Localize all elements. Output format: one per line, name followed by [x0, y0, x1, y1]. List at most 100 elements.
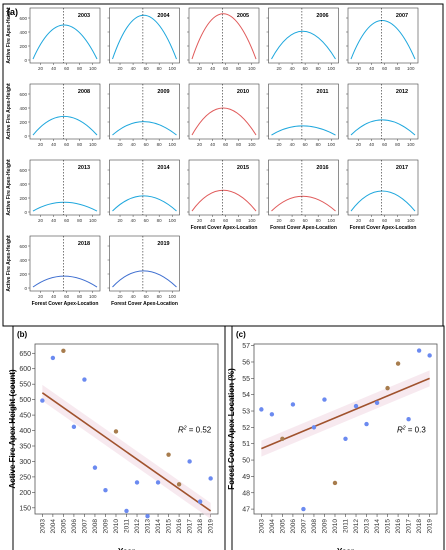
x-tick-label: 2018 [416, 519, 423, 534]
x-tick-label: 2004 [50, 519, 57, 534]
mini-y-tick-label: 200 [19, 120, 27, 125]
y-tick-label: 300 [19, 459, 31, 466]
mini-x-tick-label: 20 [197, 142, 203, 147]
mini-frame [29, 159, 101, 216]
mini-x-tick-label: 60 [382, 66, 388, 71]
mini-chart-2010: 20 40 60 80 100 2010 [187, 83, 260, 147]
mini-x-tick-label: 40 [210, 142, 216, 147]
y-tick-label: 450 [19, 413, 31, 420]
mini-year-label: 2004 [157, 13, 170, 19]
data-point-2015 [385, 385, 390, 391]
mini-x-tick-label: 20 [118, 294, 124, 299]
mini-x-tick-label: 60 [223, 66, 229, 71]
mini-x-tick-label: 100 [327, 142, 335, 147]
mini-curve-2005 [191, 13, 257, 60]
mini-x-tick-label: 20 [356, 142, 362, 147]
x-tick-label: 2018 [197, 519, 204, 534]
y-tick-label: 53 [242, 409, 250, 416]
data-point-2004 [50, 355, 56, 361]
x-tick-label: 2009 [102, 519, 109, 534]
mini-y-tick-label: 0 [24, 210, 27, 215]
mini-x-tick-label: 100 [168, 294, 176, 299]
mini-year-label: 2014 [157, 165, 170, 171]
mini-x-tick-label: 100 [327, 218, 335, 223]
mini-x-tick-label: 80 [316, 142, 322, 147]
data-point-2018 [197, 499, 203, 504]
mini-x-tick-label: 40 [131, 66, 137, 71]
r2-annotation: R2 = 0.3 [397, 425, 426, 434]
mini-y-tick-label: 400 [19, 182, 27, 187]
mini-year-label: 2009 [157, 89, 169, 95]
mini-x-tick-label: 80 [157, 218, 163, 223]
mini-x-tick-label: 80 [157, 66, 163, 71]
mini-year-label: 2019 [157, 241, 169, 247]
mini-y-tick-label: 600 [19, 16, 27, 21]
mini-x-tick-label: 40 [210, 66, 216, 71]
data-point-2012 [353, 403, 359, 409]
mini-x-tick-label: 100 [248, 66, 256, 71]
y-tick-label: 54 [242, 392, 250, 399]
data-point-2003 [40, 398, 45, 403]
panel-c-chart: (c) 47 48 49 50 51 52 53 54 55 56 57 2003 2004 2005 200… [227, 325, 445, 550]
mini-x-tick-label: 20 [197, 218, 203, 223]
mini-x-tick-label: 60 [64, 218, 70, 223]
mini-x-tick-label: 40 [51, 294, 57, 299]
mini-y-tick-label: 600 [19, 92, 27, 97]
mini-x-axis-label: Forest Cover Apex-Location [191, 225, 258, 231]
x-axis-title: Year [118, 547, 135, 550]
mini-year-label: 2016 [316, 165, 328, 171]
mini-x-tick-label: 40 [131, 142, 137, 147]
mini-frame [188, 159, 260, 216]
x-tick-label: 2009 [321, 519, 328, 534]
mini-curve-2015 [191, 189, 257, 212]
mini-y-axis-label: Active Fire Apex-Height [6, 159, 12, 216]
y-axis-title: Forest Cover Apex-Location (%) [227, 368, 236, 490]
mini-x-tick-label: 80 [316, 66, 322, 71]
mini-x-tick-label: 80 [236, 218, 242, 223]
mini-x-tick-label: 20 [277, 218, 283, 223]
data-point-2019 [208, 476, 213, 481]
data-point-2005 [280, 436, 285, 442]
mini-x-tick-label: 100 [248, 142, 256, 147]
y-tick-label: 650 [19, 351, 31, 358]
y-tick-label: 57 [242, 343, 250, 350]
y-tick-label: 48 [242, 490, 250, 497]
mini-x-tick-label: 60 [144, 66, 150, 71]
x-tick-label: 2013 [364, 519, 371, 534]
mini-x-tick-label: 20 [197, 66, 203, 71]
mini-year-label: 2008 [78, 89, 90, 95]
data-point-2010 [332, 480, 338, 486]
y-tick-label: 47 [242, 507, 250, 514]
x-tick-label: 2008 [311, 519, 318, 534]
mini-curve-2008 [32, 115, 98, 136]
data-point-2006 [290, 402, 296, 407]
mini-y-tick-label: 400 [19, 106, 27, 111]
mini-curve-2009 [112, 121, 177, 136]
panel-border [12, 325, 226, 550]
mini-chart-2003: 0 200 400 600 20 40 60 80 100 2003 [19, 7, 101, 71]
mini-x-tick-label: 80 [77, 66, 83, 71]
mini-x-tick-label: 80 [395, 66, 401, 71]
mini-x-tick-label: 80 [236, 66, 242, 71]
mini-x-tick-label: 20 [38, 218, 44, 223]
mini-y-axis-label: Active Fire Apex-Height [6, 83, 12, 140]
mini-curve-2006 [271, 31, 336, 60]
mini-x-tick-label: 80 [77, 294, 83, 299]
x-tick-label: 2005 [60, 519, 67, 534]
data-point-2005 [61, 348, 66, 353]
mini-y-tick-label: 400 [19, 30, 27, 35]
mini-chart-2008: 0 200 400 600 20 40 60 80 100 2008 [19, 83, 101, 147]
mini-x-tick-label: 80 [157, 142, 163, 147]
x-tick-label: 2014 [374, 519, 381, 534]
mini-x-tick-label: 60 [144, 218, 150, 223]
y-tick-label: 600 [19, 366, 31, 373]
mini-year-label: 2011 [317, 89, 329, 95]
mini-x-tick-label: 100 [89, 142, 97, 147]
mini-chart-2012: 20 40 60 80 100 2012 [346, 83, 419, 147]
mini-x-tick-label: 60 [144, 142, 150, 147]
mini-frame [347, 7, 419, 64]
mini-curve-2003 [32, 24, 98, 60]
mini-x-tick-label: 40 [369, 66, 375, 71]
